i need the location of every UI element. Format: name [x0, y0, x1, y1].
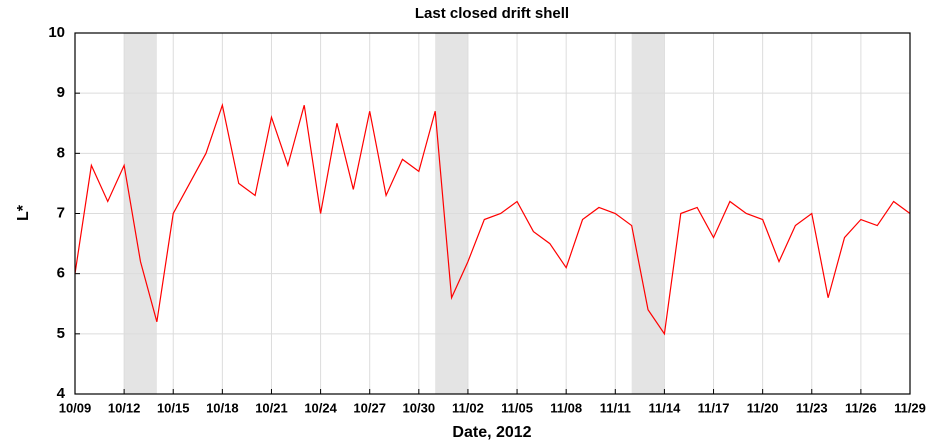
- x-tick-label: 11/17: [698, 400, 730, 415]
- data-line: [74, 102, 911, 336]
- x-tick-label: 11/08: [550, 400, 582, 415]
- x-tick-label: 10/21: [255, 400, 288, 415]
- y-tick-label: 5: [57, 325, 65, 342]
- x-tick-label: 10/30: [403, 400, 436, 415]
- x-tick-label: 11/11: [600, 400, 631, 415]
- x-axis-label: Date, 2012: [452, 424, 531, 441]
- y-tick-label: 4: [57, 385, 66, 402]
- x-tick-label: 11/02: [452, 400, 484, 415]
- x-tick-label: 11/26: [845, 400, 877, 415]
- x-tick-label: 10/24: [304, 400, 337, 415]
- x-tick-label: 11/05: [501, 400, 533, 415]
- y-tick-label: 9: [57, 84, 65, 101]
- x-tick-label: 11/23: [796, 400, 828, 415]
- x-tick-label: 11/20: [747, 400, 779, 415]
- x-tick-label: 10/18: [206, 400, 239, 415]
- y-tick-label: 6: [57, 265, 65, 282]
- x-tick-label: 10/09: [59, 400, 92, 415]
- y-tick-label: 8: [57, 144, 65, 161]
- x-tick-label: 11/29: [894, 400, 926, 415]
- plot-frame: [74, 32, 911, 395]
- chart-title: Last closed drift shell: [415, 5, 569, 22]
- x-tick-label: 10/27: [353, 400, 386, 415]
- y-tick-label: 10: [48, 24, 65, 41]
- y-axis-label: L*: [15, 204, 32, 221]
- y-tick-label: 7: [57, 204, 65, 221]
- x-tick-label: 10/15: [157, 400, 190, 415]
- x-tick-label: 11/14: [648, 400, 681, 415]
- x-tick-label: 10/12: [108, 400, 141, 415]
